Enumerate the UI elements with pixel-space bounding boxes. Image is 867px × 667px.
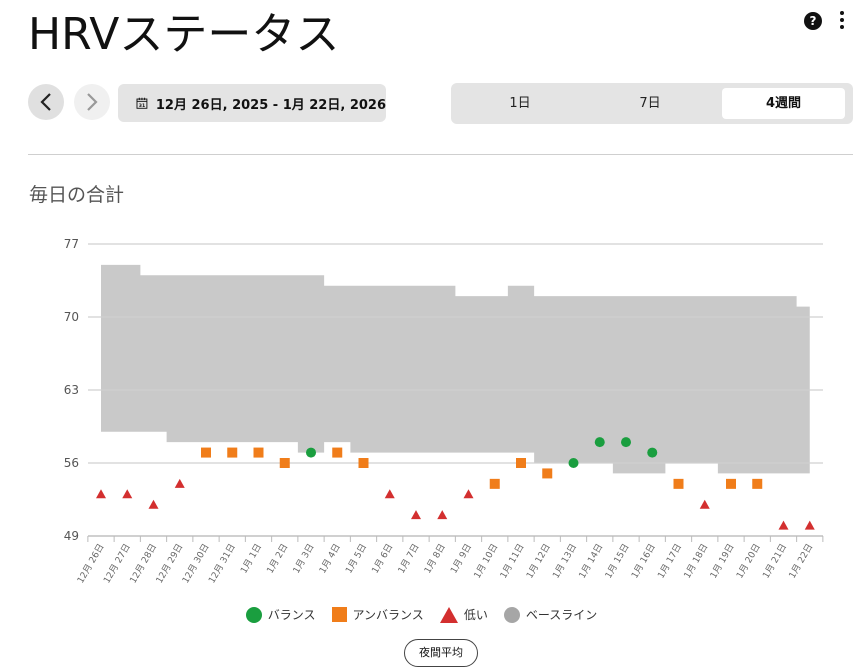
previous-period-button[interactable] [28, 84, 64, 120]
x-tick-label: 1月 20日 [734, 542, 763, 580]
legend-label: 低い [463, 608, 488, 622]
data-point-unbalanced [358, 458, 369, 468]
calendar-icon: 31 [136, 97, 148, 109]
x-tick-label: 1月 16日 [629, 542, 658, 580]
section-title: 毎日の合計 [29, 184, 125, 206]
more-options-icon[interactable] [838, 10, 846, 32]
x-tick-label: 1月 21日 [761, 542, 790, 580]
data-point-unbalanced [279, 458, 290, 468]
chevron-left-icon [40, 93, 51, 111]
legend-item-baseline: ベースライン [503, 606, 598, 623]
x-tick-label: 1月 14日 [577, 542, 606, 580]
divider [28, 154, 853, 155]
tab-1-day[interactable]: 1日 [509, 96, 531, 111]
data-point-unbalanced [227, 447, 238, 458]
data-point-balanced [621, 437, 631, 448]
data-point-unbalanced [332, 447, 343, 458]
next-period-button[interactable] [74, 84, 110, 120]
x-tick-label: 12月 26日 [75, 542, 106, 585]
date-range-picker[interactable]: 31 12月 26日, 2025 - 1月 22日, 2026 [118, 84, 386, 122]
x-tick-label: 12月 31日 [206, 542, 237, 585]
data-point-low [699, 499, 710, 509]
data-point-low [122, 489, 133, 499]
legend-circle-icon [245, 606, 262, 623]
y-tick-label: 63 [64, 383, 79, 397]
x-tick-label: 1月 17日 [656, 542, 685, 580]
x-tick-label: 1月 15日 [603, 542, 632, 580]
x-tick-label: 1月 7日 [396, 542, 422, 575]
x-tick-label: 1月 2日 [265, 542, 291, 575]
x-tick-label: 12月 29日 [154, 542, 185, 585]
x-tick-label: 1月 22日 [787, 542, 816, 580]
nightly-average-button[interactable]: 夜間平均 [404, 639, 478, 667]
data-point-low [437, 510, 448, 520]
x-tick-label: 1月 4日 [317, 542, 343, 575]
data-point-balanced [647, 447, 658, 458]
x-tick-label: 1月 6日 [370, 542, 396, 575]
legend-item-low: 低い [439, 606, 488, 623]
page-title: HRVステータス [28, 9, 340, 60]
x-tick-label: 1月 19日 [708, 542, 737, 580]
legend-triangle-icon [439, 606, 458, 623]
data-point-unbalanced [752, 478, 763, 489]
help-icon[interactable]: ? [804, 12, 822, 30]
data-point-unbalanced [489, 478, 500, 489]
y-tick-label: 56 [64, 456, 79, 470]
tab-7-days[interactable]: 7日 [639, 96, 661, 111]
y-tick-label: 49 [64, 529, 79, 543]
data-point-low [411, 510, 421, 520]
data-point-low [174, 478, 185, 488]
data-point-unbalanced [673, 478, 684, 489]
y-tick-label: 70 [64, 310, 79, 324]
data-point-balanced [306, 447, 316, 458]
chart-legend: バランス アンバランス 低い ベースライン [0, 606, 867, 623]
baseline-band [101, 264, 810, 474]
x-tick-label: 1月 11日 [498, 542, 527, 580]
x-tick-label: 1月 18日 [682, 542, 711, 580]
y-tick-label: 77 [64, 237, 79, 251]
data-point-unbalanced [201, 447, 211, 458]
data-point-low [463, 489, 474, 499]
tab-4-weeks[interactable]: 4週間 [722, 88, 845, 119]
legend-label: バランス [267, 608, 316, 622]
data-point-unbalanced [726, 478, 736, 489]
legend-item-balanced: バランス [245, 606, 316, 623]
data-point-balanced [568, 458, 579, 468]
data-point-unbalanced [253, 447, 264, 458]
data-point-low [384, 489, 395, 499]
data-point-balanced [594, 437, 605, 448]
svg-text:31: 31 [139, 103, 145, 109]
data-point-low [148, 499, 159, 509]
data-point-low [778, 520, 789, 530]
x-tick-label: 1月 10日 [472, 542, 501, 580]
x-tick-label: 1月 8日 [422, 542, 448, 575]
x-tick-label: 1月 13日 [551, 542, 580, 580]
x-tick-label: 12月 30日 [180, 542, 211, 585]
x-tick-label: 1月 1日 [238, 542, 264, 575]
data-point-low [96, 489, 106, 499]
x-tick-label: 12月 27日 [101, 542, 132, 585]
legend-square-icon [331, 607, 347, 622]
legend-label: アンバランス [352, 608, 424, 622]
legend-circle-icon [503, 606, 520, 623]
legend-label: ベースライン [525, 608, 598, 622]
data-point-low [804, 520, 815, 530]
legend-item-unbalanced: アンバランス [331, 606, 424, 623]
chevron-right-icon [87, 93, 98, 111]
x-tick-label: 1月 3日 [291, 542, 317, 575]
x-tick-label: 1月 5日 [343, 542, 369, 575]
data-point-unbalanced [542, 468, 553, 479]
x-tick-label: 1月 12日 [524, 542, 553, 580]
x-tick-label: 12月 28日 [128, 542, 159, 585]
x-tick-label: 1月 9日 [448, 542, 474, 575]
period-segmented-control: 1日 7日 4週間 [451, 83, 853, 124]
data-point-unbalanced [516, 458, 526, 468]
date-range-label: 12月 26日, 2025 - 1月 22日, 2026 [155, 97, 386, 113]
